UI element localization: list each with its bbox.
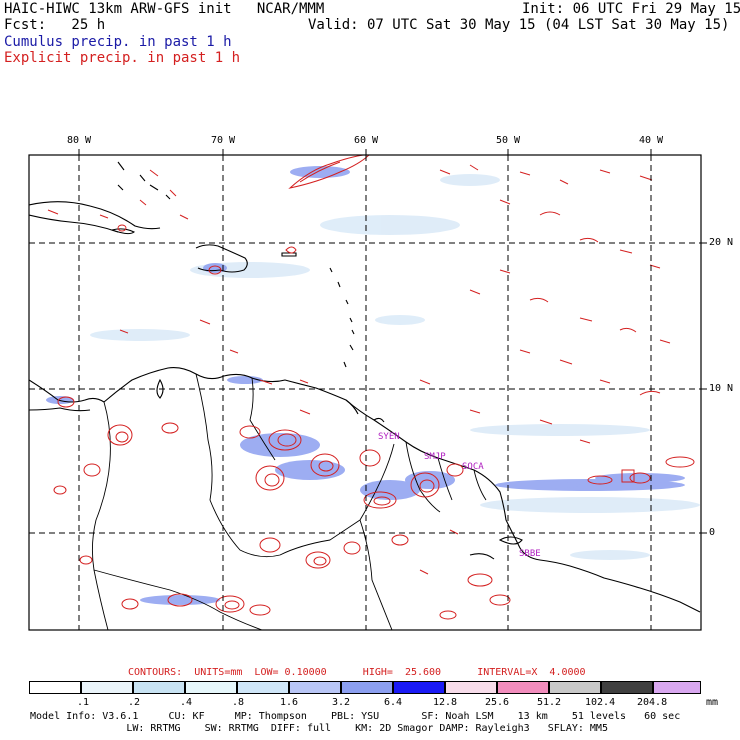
lon-label: 80 W [67,135,92,146]
lat-lon-grid [29,155,701,630]
colorbar-cell [601,681,653,694]
axis-ticks [78,149,707,534]
colorbar-tick: .1 [77,697,90,708]
colorbar-tick: 6.4 [384,697,403,708]
lon-label: 70 W [211,135,236,146]
station-label: SMJP [424,452,446,462]
lon-label: 40 W [639,135,664,146]
map-frame [28,154,702,631]
contours-info: CONTOURS: UNITS=mm LOW= 0.10000 HIGH= 25… [128,667,586,678]
colorbar-tick: .4 [180,697,193,708]
lon-label: 60 W [354,135,379,146]
model-info-line1: Model Info: V3.6.1 CU: KF MP: Thompson P… [30,711,681,722]
station-label: SOCA [462,462,484,472]
legend-cumulus: Cumulus precip. in past 1 h [4,34,232,50]
colorbar-tick: 102.4 [585,697,616,708]
colorbar-cell [393,681,445,694]
colorbar-cell [81,681,133,694]
model-info-line2: LW: RRTMG SW: RRTMG DIFF: full KM: 2D Sm… [30,723,608,734]
colorbar-tick: 3.2 [332,697,351,708]
colorbar-cell [653,681,701,694]
coastlines [29,161,701,630]
station-label: SBBE [519,549,541,559]
colorbar-cell [445,681,497,694]
colorbar-tick: .2 [128,697,141,708]
lon-label: 50 W [496,135,521,146]
colorbar-cell [237,681,289,694]
plot-title: HAIC-HIWC 13km ARW-GFS init NCAR/MMM [4,1,325,17]
colorbar-cell [185,681,237,694]
colorbar-cell [289,681,341,694]
explicit-precip-contours [47,155,695,620]
lat-label: 10 N [709,383,734,394]
colorbar-tick: 1.6 [280,697,299,708]
colorbar-unit: mm [706,697,719,708]
lat-label: 20 N [709,237,734,248]
legend-explicit: Explicit precip. in past 1 h [4,50,241,66]
colorbar-cell [497,681,549,694]
colorbar-cell [29,681,81,694]
colorbar-cell [133,681,185,694]
colorbar-tick: 204.8 [637,697,668,708]
colorbar-cell [341,681,393,694]
cumulus-precip-bands [46,166,685,605]
valid-time: Valid: 07 UTC Sat 30 May 15 (04 LST Sat … [308,17,730,33]
colorbar-tick: 51.2 [537,697,562,708]
colorbar-cell [549,681,601,694]
init-time: Init: 06 UTC Fri 29 May 15 [522,1,740,17]
station-label: SYEN [378,432,400,442]
colorbar-tick: .8 [232,697,245,708]
colorbar-tick: 12.8 [433,697,458,708]
forecast-hour: Fcst: 25 h [4,17,106,33]
colorbar-tick: 25.6 [485,697,510,708]
lat-label: 0 [709,527,716,538]
